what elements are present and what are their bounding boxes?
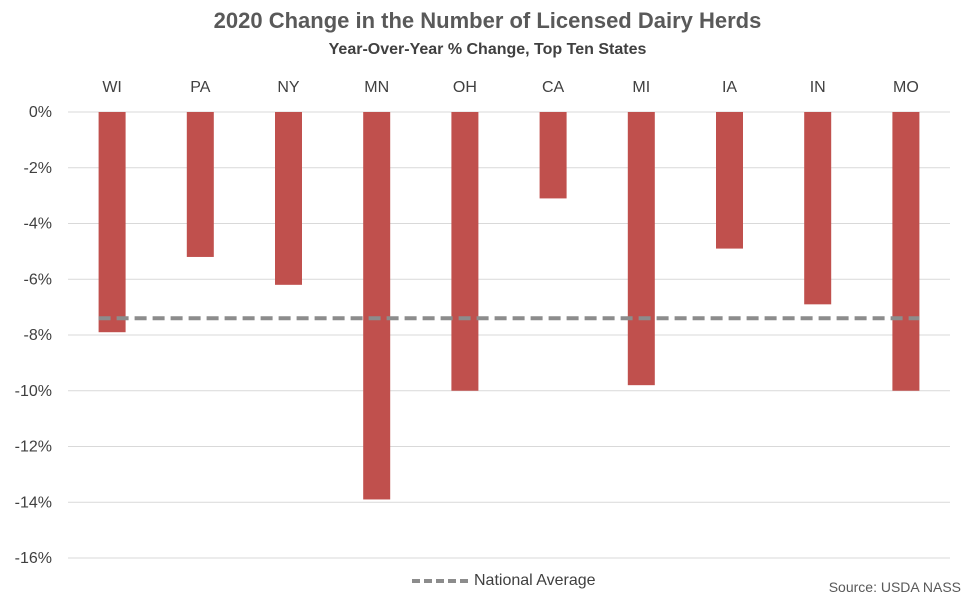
bar-in [804, 112, 832, 305]
legend-label: National Average [474, 572, 596, 589]
bar-ca [539, 112, 567, 199]
bar-pa [186, 112, 214, 257]
source-note: Source: USDA NASS [828, 579, 961, 595]
legend: National Average [412, 572, 596, 590]
category-label: PA [190, 79, 210, 96]
y-tick-label: 0% [29, 104, 52, 121]
category-label: WI [102, 79, 122, 96]
y-tick-label: -10% [15, 383, 52, 400]
chart-title: 2020 Change in the Number of Licensed Da… [213, 8, 762, 33]
bar-mn [363, 112, 391, 500]
y-tick-label: -12% [15, 439, 52, 456]
bar-mo [892, 112, 920, 391]
bar-wi [98, 112, 126, 333]
bar-ia [716, 112, 743, 249]
category-label: CA [542, 79, 565, 96]
category-label: MI [632, 79, 650, 96]
category-label: IN [810, 79, 826, 96]
category-label: IA [722, 79, 737, 96]
bar-mi [627, 112, 655, 386]
y-tick-label: -2% [24, 160, 52, 177]
category-label: NY [277, 79, 300, 96]
y-tick-label: -8% [24, 327, 52, 344]
bars [98, 112, 920, 500]
y-tick-label: -6% [24, 271, 52, 288]
y-tick-label: -14% [15, 494, 52, 511]
gridlines [68, 111, 950, 559]
y-axis-ticks: 0% -2% -4% -6% -8% -10% -12% -14% -16% [15, 104, 52, 567]
y-tick-label: -16% [15, 550, 52, 567]
category-label: OH [453, 79, 477, 96]
y-tick-label: -4% [24, 216, 52, 233]
category-labels: WI PA NY MN OH CA MI IA IN MO [102, 79, 918, 96]
bar-oh [451, 112, 479, 391]
bar-ny [275, 112, 302, 285]
category-label: MN [364, 79, 389, 96]
category-label: MO [893, 79, 919, 96]
legend-dashed-line-icon [412, 579, 468, 583]
chart-subtitle: Year-Over-Year % Change, Top Ten States [328, 41, 647, 58]
